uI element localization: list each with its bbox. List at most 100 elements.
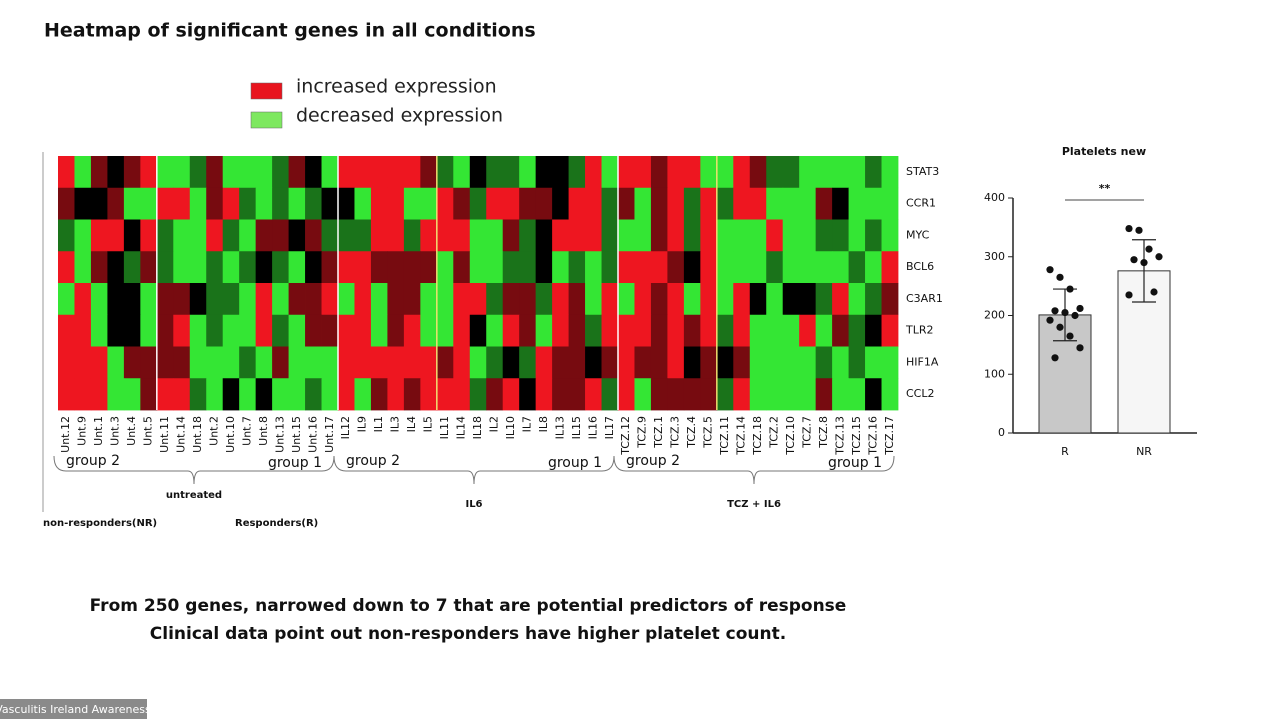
heatmap-cell <box>881 187 899 220</box>
heatmap-cell <box>239 378 257 411</box>
heatmap-cell <box>848 314 866 347</box>
heatmap-cell <box>585 346 602 379</box>
heatmap-cell <box>453 346 471 379</box>
heatmap-cell <box>502 187 520 220</box>
heatmap-cell <box>799 283 817 316</box>
heatmap-cell <box>749 187 767 220</box>
subgroup-label: group 2 <box>66 453 120 469</box>
note: Clinical data point out non-responders h… <box>150 624 786 644</box>
heatmap-cell <box>634 346 652 379</box>
treatment-label: TCZ + IL6 <box>727 499 781 510</box>
heatmap-cell <box>436 283 454 316</box>
heatmap-cell <box>272 314 289 347</box>
heatmap-cell <box>733 156 751 189</box>
heatmap-cell <box>403 156 421 189</box>
heatmap-cell <box>222 187 240 220</box>
heatmap-cell <box>502 346 520 379</box>
heatmap-cell <box>650 156 668 189</box>
heatmap-cell <box>354 156 372 189</box>
heatmap-cell <box>535 283 553 316</box>
column-label: Unt.9 <box>76 416 89 446</box>
data-point <box>1076 344 1084 352</box>
heatmap-cell <box>338 314 355 347</box>
heatmap-cell <box>683 283 701 316</box>
heatmap-cell <box>865 187 882 220</box>
heatmap-cell <box>403 251 421 284</box>
heatmap-cell <box>832 156 849 189</box>
heatmap-cell <box>552 378 569 411</box>
heatmap-cell <box>58 314 75 347</box>
heatmap-cell <box>90 314 108 347</box>
heatmap-cell <box>502 378 520 411</box>
heatmap-cell <box>865 346 882 379</box>
heatmap-cell <box>453 251 471 284</box>
heatmap-cell <box>403 187 421 220</box>
heatmap-cell <box>618 187 635 220</box>
column-label: Unt.3 <box>109 416 122 446</box>
heatmap-cell <box>305 283 322 316</box>
column-label: TCZ.8 <box>817 416 830 449</box>
heatmap-cell <box>387 219 405 252</box>
heatmap-cell <box>288 283 306 316</box>
heatmap-cell <box>90 378 108 411</box>
heatmap-cell <box>535 219 553 252</box>
row-label: STAT3 <box>906 165 939 178</box>
heatmap-cell <box>568 251 586 284</box>
heatmap-cell <box>354 346 372 379</box>
heatmap-cell <box>585 187 602 220</box>
heatmap-cell <box>206 283 224 316</box>
heatmap-cell <box>667 378 685 411</box>
data-point <box>1046 266 1054 274</box>
heatmap-cell <box>815 219 833 252</box>
note: From 250 genes, narrowed down to 7 that … <box>90 596 847 616</box>
column-label: Unt.2 <box>207 416 220 446</box>
heatmap-cell <box>601 283 619 316</box>
heatmap-cell <box>436 251 454 284</box>
heatmap-cell <box>700 346 718 379</box>
heatmap-cell <box>749 156 767 189</box>
column-label: IL13 <box>553 416 566 439</box>
heatmap-cell <box>222 156 240 189</box>
heatmap-cell <box>667 283 685 316</box>
heatmap-cell <box>700 219 718 252</box>
heatmap-cell <box>469 156 487 189</box>
heatmap-cell <box>700 187 718 220</box>
column-label: TCZ.7 <box>800 416 813 449</box>
heatmap-cell <box>156 187 174 220</box>
column-label: Unt.1 <box>92 416 105 446</box>
heatmap-cell <box>486 346 504 379</box>
heatmap-cell <box>683 156 701 189</box>
data-point <box>1130 256 1138 264</box>
heatmap-cell <box>272 219 289 252</box>
heatmap-cell <box>865 219 882 252</box>
column-label: TCZ.1 <box>652 416 665 449</box>
heatmap-cell <box>683 378 701 411</box>
heatmap-cell <box>865 251 882 284</box>
heatmap-cell <box>453 283 471 316</box>
heatmap-cell <box>766 346 784 379</box>
heatmap-cell <box>272 378 289 411</box>
heatmap-cell <box>272 156 289 189</box>
data-point <box>1056 323 1064 331</box>
column-label: IL4 <box>405 416 418 432</box>
heatmap-cell <box>370 378 388 411</box>
data-point <box>1051 307 1059 315</box>
heatmap-cell <box>733 187 751 220</box>
heatmap-cell <box>156 346 174 379</box>
row-label: C3AR1 <box>906 292 943 305</box>
column-label: TCZ.2 <box>767 416 780 449</box>
heatmap-cell <box>173 346 191 379</box>
heatmap-cell <box>321 314 339 347</box>
column-label: TCZ.13 <box>833 416 846 456</box>
heatmap-cell <box>321 156 339 189</box>
heatmap-cell <box>354 187 372 220</box>
heatmap-cell <box>354 314 372 347</box>
heatmap-cell <box>140 156 158 189</box>
heatmap-cell <box>865 283 882 316</box>
heatmap-cell <box>519 314 537 347</box>
heatmap-cell <box>552 346 569 379</box>
subgroup-label: group 1 <box>268 455 322 471</box>
heatmap-cell <box>716 251 734 284</box>
heatmap-cell <box>799 346 817 379</box>
heatmap-cell <box>288 346 306 379</box>
